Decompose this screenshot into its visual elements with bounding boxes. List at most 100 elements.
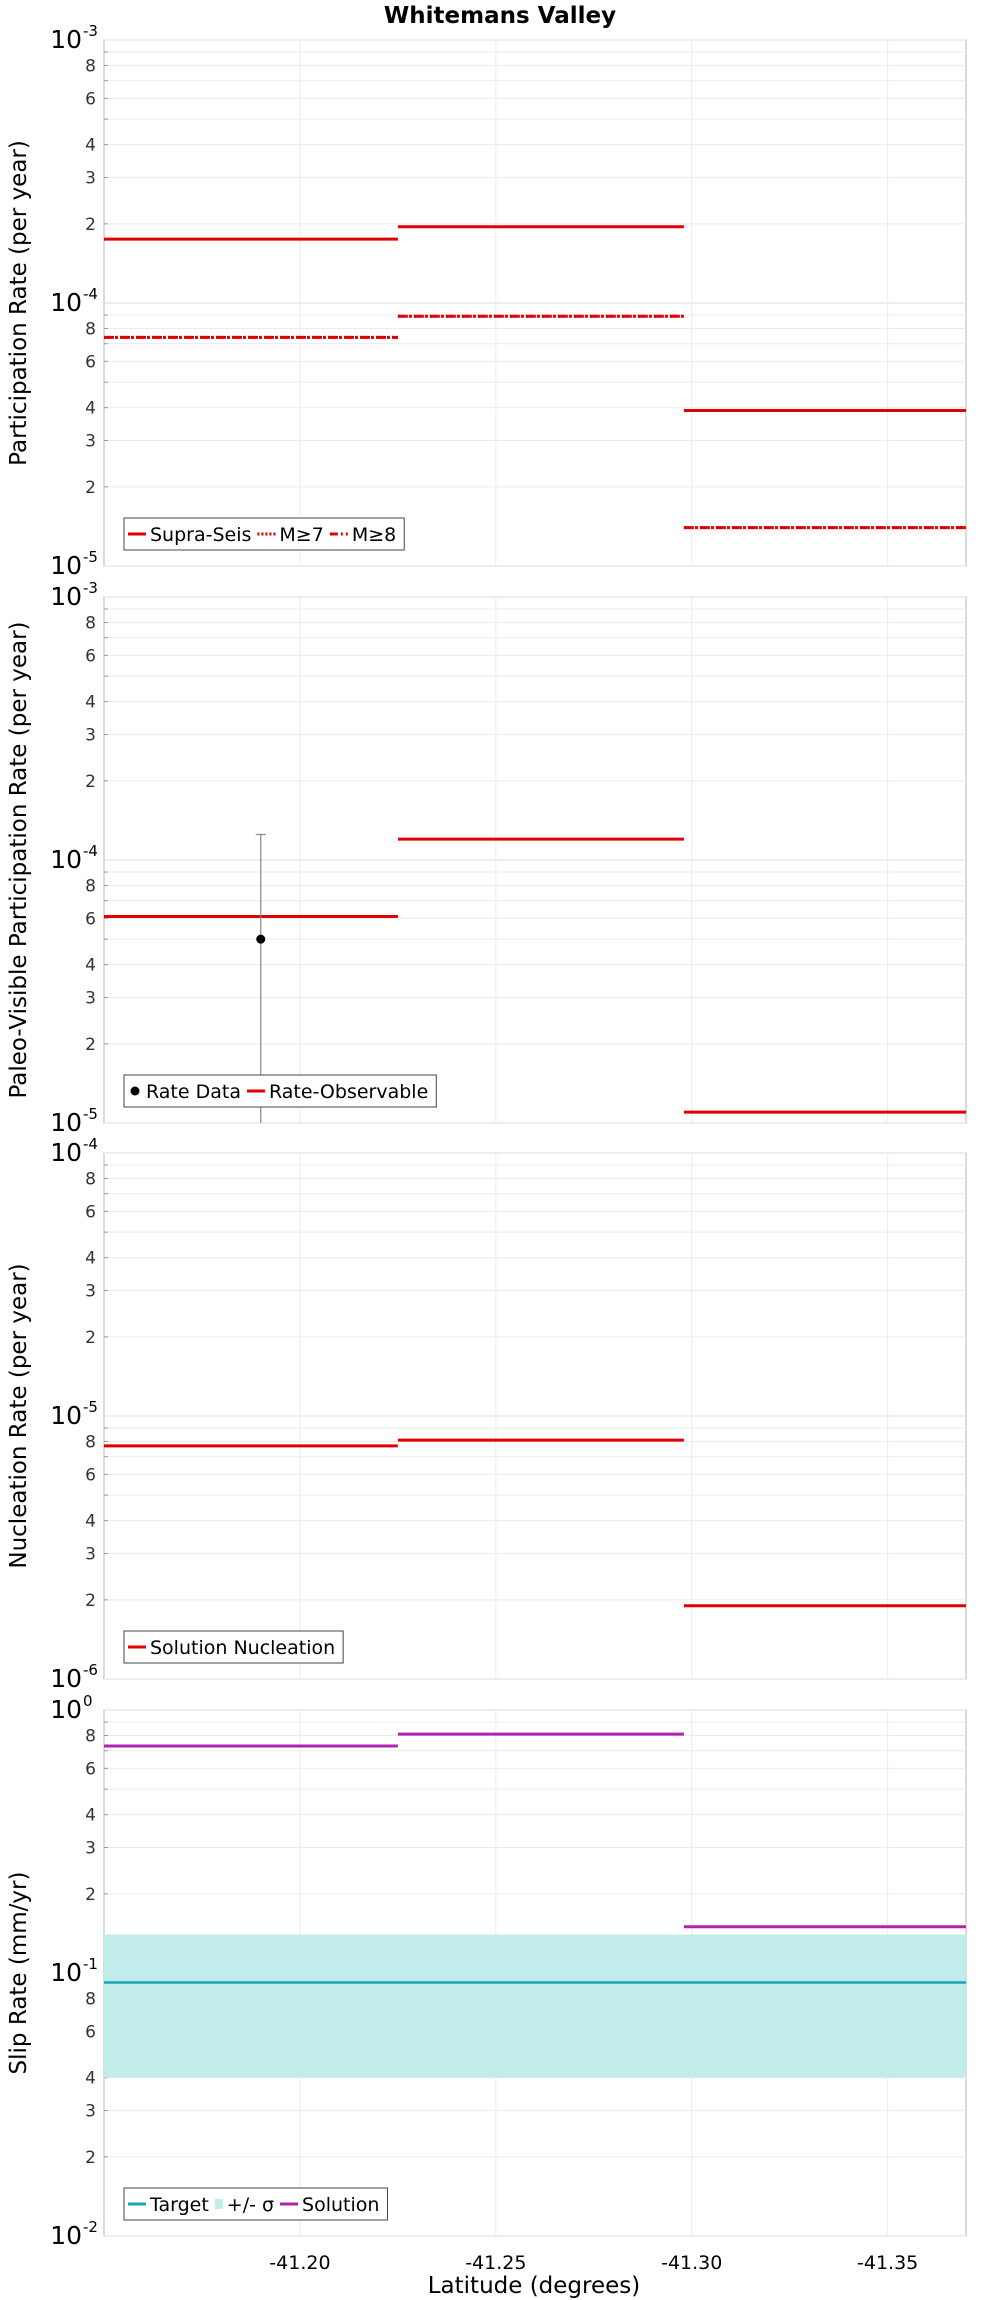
y-decade-exponent: -4	[83, 285, 98, 303]
y-tick-label: 6	[85, 909, 96, 929]
y-tick-label: 4	[85, 136, 96, 156]
data-point	[256, 934, 266, 944]
y-tick-label: 3	[85, 2102, 96, 2122]
y-decade-exponent: -3	[83, 579, 98, 597]
legend-label: M≥7	[279, 524, 323, 546]
y-tick-label: 2	[85, 1885, 96, 1905]
x-tick-label: -41.20	[269, 2252, 330, 2274]
y-decade-exponent: 0	[83, 1692, 93, 1710]
y-tick-label: 4	[85, 1806, 96, 1826]
y-axis-label: Nucleation Rate (per year)	[6, 1263, 32, 1568]
legend: Target +/- σ Solution	[123, 2187, 388, 2221]
y-decade-exponent: -2	[83, 2218, 98, 2236]
y-decade-label: 10	[50, 1664, 82, 1693]
y-tick-label: 6	[85, 1202, 96, 1222]
y-decade-label: 10	[50, 1695, 82, 1724]
x-tick-label: -41.25	[465, 2252, 526, 2274]
y-tick-label: 8	[85, 876, 96, 896]
y-tick-label: 4	[85, 693, 96, 713]
y-tick-label: 3	[85, 1545, 96, 1565]
legend-label: Rate Data	[146, 1081, 241, 1103]
y-decade-exponent: -4	[83, 1135, 98, 1153]
x-axis-label: Latitude (degrees)	[428, 2273, 641, 2299]
y-decade-exponent: -5	[83, 1398, 98, 1416]
y-tick-label: 3	[85, 1839, 96, 1859]
y-tick-label: 4	[85, 956, 96, 976]
y-decade-label: 10	[50, 25, 82, 54]
legend-label: Rate-Observable	[269, 1081, 428, 1103]
y-tick-label: 6	[85, 89, 96, 109]
legend-box	[123, 517, 405, 551]
series-solution	[104, 1732, 966, 1929]
legend-swatch	[214, 2199, 223, 2209]
y-tick-label: 2	[85, 215, 96, 235]
legend-marker	[130, 1086, 140, 1096]
y-tick-label: 6	[85, 2022, 96, 2042]
y-tick-label: 4	[85, 2069, 96, 2089]
y-decade-exponent: -5	[83, 548, 98, 566]
legend-box	[123, 2187, 388, 2221]
x-tick-label: -41.30	[661, 2252, 722, 2274]
legend-box	[123, 1630, 344, 1664]
y-tick-label: 8	[85, 1432, 96, 1452]
y-tick-label: 8	[85, 319, 96, 339]
y-tick-label: 3	[85, 989, 96, 1009]
y-tick-label: 3	[85, 432, 96, 452]
y-decade-label: 10	[50, 288, 82, 317]
y-tick-label: 2	[85, 478, 96, 498]
series-supra-seis	[104, 225, 966, 413]
y-decade-exponent: -6	[83, 1661, 98, 1679]
legend-label: M≥8	[352, 524, 396, 546]
y-decade-label: 10	[50, 1108, 82, 1137]
chart-title: Whitemans Valley	[384, 3, 616, 29]
legend: Supra-Seis M≥7 M≥8	[123, 517, 405, 551]
y-axis-label: Participation Rate (per year)	[6, 140, 32, 466]
legend-label: +/- σ	[227, 2194, 274, 2216]
sigma-band	[104, 1934, 966, 2078]
y-decade-label: 10	[50, 2221, 82, 2250]
y-tick-label: 4	[85, 1512, 96, 1532]
y-tick-label: 4	[85, 399, 96, 419]
y-tick-label: 6	[85, 646, 96, 666]
legend-label: Target	[149, 2194, 209, 2216]
y-tick-label: 8	[85, 613, 96, 633]
legend-label: Supra-Seis	[150, 524, 251, 546]
y-tick-label: 3	[85, 726, 96, 746]
y-decade-exponent: -3	[83, 22, 98, 40]
y-tick-label: 6	[85, 1465, 96, 1485]
legend-box	[123, 1074, 437, 1108]
y-tick-label: 8	[85, 1989, 96, 2009]
y-tick-label: 2	[85, 1035, 96, 1055]
x-tick-label: -41.35	[857, 2252, 918, 2274]
y-tick-label: 8	[85, 1169, 96, 1189]
y-decade-exponent: -4	[83, 842, 98, 860]
y-tick-label: 6	[85, 1759, 96, 1779]
y-axis-label: Slip Rate (mm/yr)	[6, 1872, 32, 2075]
y-tick-label: 2	[85, 2148, 96, 2168]
y-axis-label: Paleo-Visible Participation Rate (per ye…	[6, 621, 32, 1098]
y-decade-label: 10	[50, 1401, 82, 1430]
series-rate-observable	[104, 837, 966, 1114]
y-tick-label: 2	[85, 1591, 96, 1611]
y-tick-label: 4	[85, 1249, 96, 1269]
y-tick-label: 2	[85, 772, 96, 792]
y-decade-exponent: -5	[83, 1105, 98, 1123]
legend: Rate Data Rate-Observable	[123, 1074, 437, 1108]
y-tick-label: 2	[85, 1328, 96, 1348]
series-m-8	[104, 314, 966, 530]
legend: Solution Nucleation	[123, 1630, 344, 1664]
y-tick-label: 8	[85, 1726, 96, 1746]
y-tick-label: 8	[85, 56, 96, 76]
y-decade-label: 10	[50, 1958, 82, 1987]
y-decade-label: 10	[50, 845, 82, 874]
y-decade-label: 10	[50, 582, 82, 611]
legend-label: Solution	[302, 2194, 379, 2216]
y-tick-label: 6	[85, 352, 96, 372]
y-tick-label: 3	[85, 1282, 96, 1302]
y-decade-label: 10	[50, 551, 82, 580]
